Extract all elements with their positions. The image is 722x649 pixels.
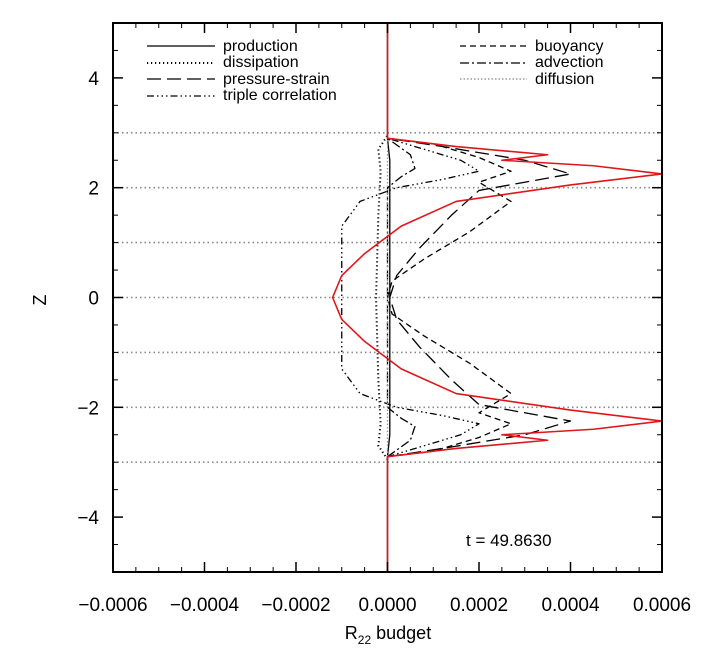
x-axis-title-subscript: 22 [358,633,372,647]
legend-label-buoyancy: buoyancy [535,38,604,55]
legend-label-pressure-strain: pressure-strain [223,71,330,88]
series-dissipation-line [375,134,389,461]
y-tick-label-0: −4 [77,508,99,529]
x-axis-title-main: R [345,623,358,643]
x-tick-label-5: 0.0004 [541,595,600,616]
legend-label-production: production [223,38,298,55]
series-triple-correlation-line [341,137,480,458]
x-axis-title: R22 budget [345,623,431,647]
x-tick-label-0: −0.0006 [78,595,147,616]
y-tick-label-3: 2 [88,179,99,200]
y-tick-label-4: 4 [88,69,99,90]
series-red-total-line [331,23,663,572]
x-tick-label-3: 0.0000 [358,595,416,616]
series-advection-line [386,137,416,458]
x-tick-label-1: −0.0004 [170,595,240,616]
series-layer [331,23,663,572]
y-tick-label-1: −2 [77,398,99,419]
legend-label-advection: advection [535,54,604,71]
legend: production dissipation pressure-strain b… [147,38,604,104]
legend-label-dissipation: dissipation [223,54,299,71]
legend-label-triple-correlation-text: triple correlation [223,87,337,104]
x-axis-title-rest: budget [371,623,431,643]
y-tick-label-2: 0 [88,289,99,310]
time-annotation: t = 49.8630 [466,531,552,550]
legend-label-diffusion: diffusion [535,71,594,88]
x-tick-label-2: −0.0002 [261,595,330,616]
x-tick-label-4: 0.0002 [450,595,508,616]
series-pressure-strain-line [387,137,572,458]
axis-ticks: −0.0006 −0.0004 −0.0002 0.0000 0.0002 0.0004 0… [77,22,691,616]
x-tick-label-6: 0.0006 [633,595,691,616]
y-axis-title: Z [30,295,50,306]
